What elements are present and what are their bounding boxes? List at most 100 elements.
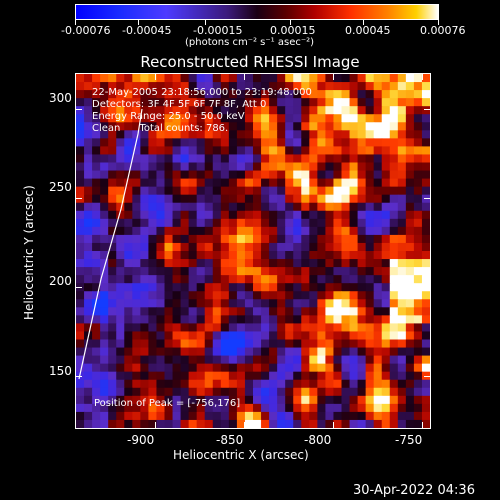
heatmap-cell <box>180 395 190 405</box>
heatmap-cell <box>92 218 101 228</box>
heatmap-cell <box>236 347 246 357</box>
heatmap-cell <box>421 98 430 107</box>
heatmap-cell <box>212 218 222 228</box>
heatmap-cell <box>156 395 166 405</box>
heatmap-cell <box>124 339 133 349</box>
heatmap-cell <box>381 82 391 91</box>
heatmap-cell <box>365 347 375 357</box>
heatmap-cell <box>220 130 230 139</box>
heatmap-cell <box>100 419 109 428</box>
heatmap-cell <box>212 114 222 123</box>
heatmap-cell <box>325 395 335 405</box>
heatmap-cell <box>261 355 270 365</box>
heatmap-cell <box>84 170 93 180</box>
heatmap-cell <box>261 138 270 148</box>
heatmap-cell <box>156 74 166 83</box>
heatmap-cell <box>397 194 407 204</box>
heatmap-cell <box>132 283 141 292</box>
heatmap-cell <box>293 411 302 421</box>
heatmap-cell <box>349 251 359 260</box>
heatmap-cell <box>196 138 206 148</box>
heatmap-cell <box>269 331 278 341</box>
heatmap-cell <box>333 307 343 316</box>
heatmap-cell <box>196 98 206 107</box>
heatmap-cell <box>164 202 174 212</box>
heatmap-cell <box>269 114 278 123</box>
heatmap-cell <box>357 82 367 91</box>
heatmap-cell <box>357 339 367 349</box>
heatmap-cell <box>389 98 399 107</box>
heatmap-cell <box>212 178 222 188</box>
heatmap-cell <box>349 283 359 292</box>
heatmap-cell <box>261 106 270 115</box>
heatmap-cell <box>357 411 367 421</box>
heatmap-cell <box>285 283 294 292</box>
heatmap-cell <box>156 355 166 365</box>
heatmap-cell <box>325 154 335 164</box>
heatmap-cell <box>228 202 238 212</box>
heatmap-cell <box>253 267 262 276</box>
heatmap-cell <box>413 339 423 349</box>
heatmap-cell <box>365 355 375 365</box>
heatmap-cell <box>333 74 343 83</box>
heatmap-cell <box>349 387 359 397</box>
heatmap-cell <box>357 363 367 373</box>
y-tick-label-250: 250 <box>49 180 72 194</box>
heatmap-cell <box>309 275 318 284</box>
heatmap-cell <box>277 210 286 220</box>
heatmap-cell <box>325 162 335 172</box>
heatmap-cell <box>341 82 351 91</box>
heatmap-cell <box>253 170 262 180</box>
heatmap-cell <box>92 202 101 212</box>
heatmap-cell <box>365 275 375 284</box>
heatmap-cell <box>244 259 254 268</box>
heatmap-cell <box>220 114 230 123</box>
heatmap-cell <box>228 194 238 204</box>
heatmap-cell <box>76 90 85 99</box>
heatmap-cell <box>277 186 286 196</box>
heatmap-cell <box>228 226 238 236</box>
heatmap-cell <box>164 146 174 156</box>
heatmap-cell <box>349 315 359 325</box>
heatmap-cell <box>413 154 423 164</box>
heatmap-cell <box>244 307 254 316</box>
heatmap-cell <box>317 315 327 325</box>
heatmap-cell <box>413 347 423 357</box>
heatmap-cell <box>108 226 117 236</box>
heatmap-cell <box>100 251 109 260</box>
heatmap-cell <box>236 267 246 276</box>
heatmap-cell <box>220 162 230 172</box>
heatmap-cell <box>317 122 327 131</box>
heatmap-cell <box>116 347 125 357</box>
colorbar-tick-label-1: -0.00045 <box>122 24 172 37</box>
heatmap-cell <box>405 170 415 180</box>
heatmap-cell <box>389 154 399 164</box>
heatmap-cell <box>357 283 367 292</box>
heatmap-cell <box>84 106 93 115</box>
heatmap-cell <box>333 234 343 244</box>
heatmap-cell <box>365 106 375 115</box>
heatmap-cell <box>180 283 190 292</box>
heatmap-cell <box>261 82 270 91</box>
heatmap-cell <box>164 162 174 172</box>
heatmap-cell <box>285 114 294 123</box>
heatmap-cell <box>100 307 109 316</box>
heatmap-cell <box>124 275 133 284</box>
heatmap-cell <box>108 146 117 156</box>
heatmap-cell <box>333 210 343 220</box>
heatmap-cell <box>413 226 423 236</box>
heatmap-cell <box>389 275 399 284</box>
heatmap-cell <box>140 339 150 349</box>
y-tick-label-200: 200 <box>49 274 72 288</box>
heatmap-cell <box>180 291 190 300</box>
heatmap-cell <box>188 307 198 316</box>
heatmap-cell <box>124 130 133 139</box>
heatmap-cell <box>212 82 222 91</box>
heatmap-cell <box>124 226 133 236</box>
heatmap-cell <box>405 98 415 107</box>
heatmap-cell <box>261 130 270 139</box>
heatmap-cell <box>301 122 310 131</box>
heatmap-cell <box>188 186 198 196</box>
heatmap-cell <box>373 154 383 164</box>
heatmap-cell <box>76 130 85 139</box>
